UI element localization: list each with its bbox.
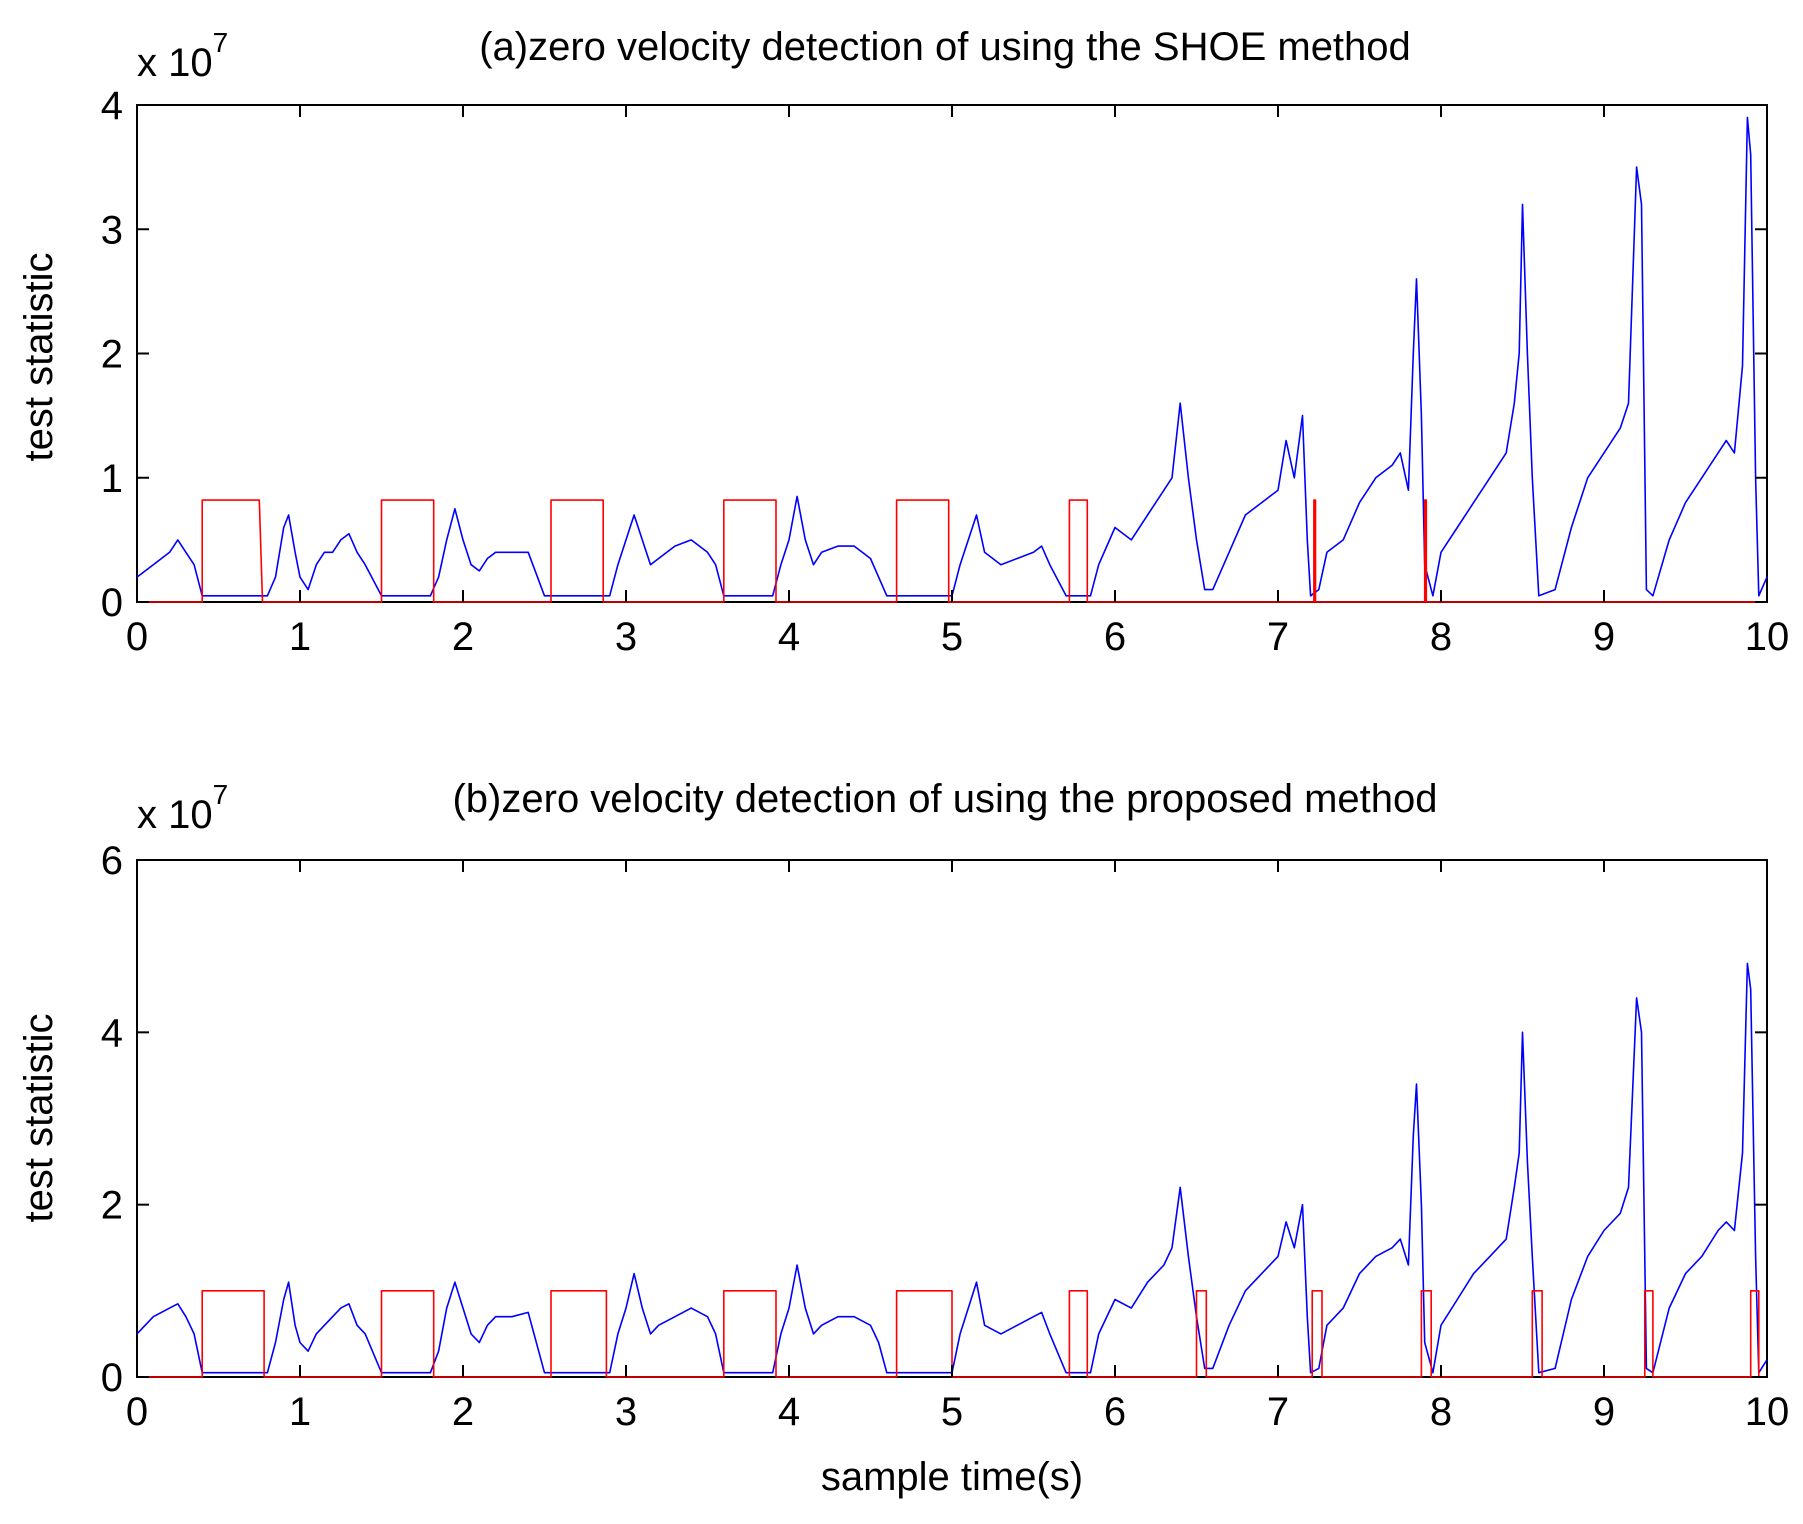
panel-a-ticks-layer: 0 1 2 3 4 5 6 7 8 9 10 0 1 2 3 4	[101, 84, 1790, 659]
panel-a-y-multiplier-base: x 10	[137, 41, 213, 85]
panel-b-x-tick-label: 1	[289, 1390, 311, 1434]
panel-b-x-tick-label: 0	[126, 1390, 148, 1434]
panel-a-x-tick-label: 10	[1745, 615, 1790, 659]
panel-b-x-tick-label: 5	[941, 1390, 963, 1434]
panel-b-x-tick-label: 8	[1430, 1390, 1452, 1434]
panel-a-title: (a)zero velocity detection of using the …	[479, 25, 1411, 69]
panel-b-series-layer	[136, 962, 1768, 1378]
panel-b-test-statistic-line	[136, 962, 1768, 1374]
panel-a-x-tick-label: 3	[615, 615, 637, 659]
panel-a-y-axis-label: test statistic	[17, 253, 61, 462]
panel-a: (a)zero velocity detection of using the …	[17, 25, 1789, 659]
panel-a-y-multiplier-exponent: 7	[213, 27, 229, 58]
panel-a-x-tick-label: 8	[1430, 615, 1452, 659]
panel-b-x-tick-label: 9	[1593, 1390, 1615, 1434]
panel-a-y-tick-label: 3	[101, 208, 123, 252]
panel-b-zero-velocity-flag-line	[137, 1290, 1767, 1378]
panel-b: (b)zero velocity detection of using the …	[17, 777, 1789, 1499]
panel-a-y-tick-label: 2	[101, 333, 123, 377]
panel-a-x-tick-label: 6	[1104, 615, 1126, 659]
panel-a-series-layer	[136, 116, 1768, 603]
panel-b-x-tick-label: 2	[452, 1390, 474, 1434]
panel-a-x-tick-label: 4	[778, 615, 800, 659]
panel-b-title: (b)zero velocity detection of using the …	[452, 777, 1437, 821]
panel-a-x-tick-label: 9	[1593, 615, 1615, 659]
panel-a-y-multiplier: x 107	[137, 27, 228, 85]
panel-a-y-tick-label: 4	[101, 84, 123, 128]
panel-b-x-tick-label: 3	[615, 1390, 637, 1434]
panel-a-x-tick-label: 1	[289, 615, 311, 659]
panel-b-plot-area: 0 1 2 3 4 5 6 7 8 9 10 0 2 4 6	[101, 839, 1790, 1434]
panel-a-test-statistic-line	[136, 116, 1768, 597]
panel-b-x-tick-label: 4	[778, 1390, 800, 1434]
panel-a-zero-velocity-flag-line	[137, 499, 1767, 603]
panel-a-y-tick-label: 1	[101, 457, 123, 501]
panel-a-plot-area: 0 1 2 3 4 5 6 7 8 9 10 0 1 2 3 4	[101, 84, 1790, 659]
panel-a-x-tick-label: 5	[941, 615, 963, 659]
panel-b-y-tick-label: 6	[101, 839, 123, 883]
panel-b-y-multiplier-base: x 10	[137, 793, 213, 837]
panel-b-ticks-layer: 0 1 2 3 4 5 6 7 8 9 10 0 2 4 6	[101, 839, 1790, 1434]
panel-b-y-tick-label: 2	[101, 1184, 123, 1228]
panel-a-y-tick-label: 0	[101, 581, 123, 625]
panel-b-y-tick-label: 4	[101, 1011, 123, 1055]
panel-a-x-tick-label: 7	[1267, 615, 1289, 659]
panel-b-y-axis-label: test statistic	[17, 1014, 61, 1223]
panel-a-x-tick-label: 2	[452, 615, 474, 659]
panel-b-x-tick-label: 6	[1104, 1390, 1126, 1434]
panel-b-x-axis-label: sample time(s)	[821, 1455, 1083, 1499]
panel-b-y-tick-label: 0	[101, 1356, 123, 1400]
panel-b-y-multiplier-exponent: 7	[213, 779, 229, 810]
panel-a-x-tick-label: 0	[126, 615, 148, 659]
panel-b-y-multiplier: x 107	[137, 779, 228, 837]
panel-b-x-tick-label: 10	[1745, 1390, 1790, 1434]
panel-b-x-tick-label: 7	[1267, 1390, 1289, 1434]
